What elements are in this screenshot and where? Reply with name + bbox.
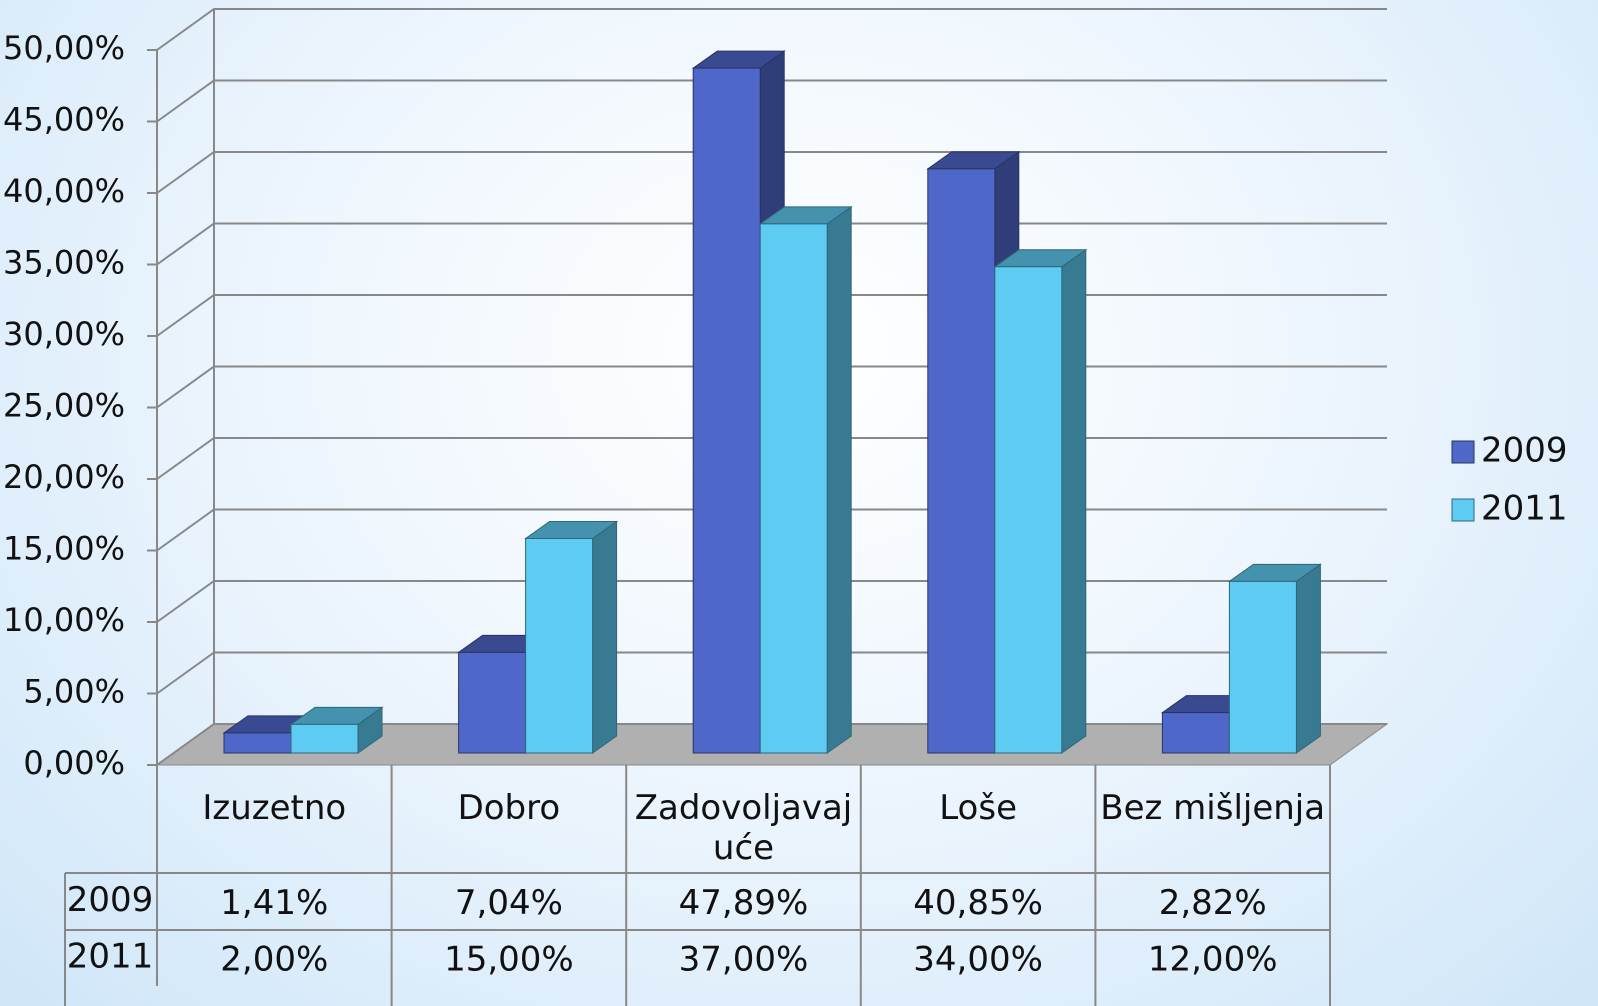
y-tick-label: 10,00%	[3, 601, 125, 639]
legend-swatch	[1451, 440, 1475, 464]
y-tick-label: 30,00%	[3, 315, 125, 353]
data-label: 15,00%	[444, 940, 574, 980]
y-tick-label: 5,00%	[23, 673, 125, 711]
bar-face	[592, 520, 618, 754]
bar-face	[927, 168, 996, 754]
y-tick-label: 35,00%	[3, 244, 125, 282]
legend-label: 2011	[1481, 489, 1568, 529]
category-label: Bez mišljenja	[1100, 788, 1326, 828]
legend-swatch	[1451, 498, 1475, 522]
category-label: Dobro	[457, 788, 561, 828]
bar-face	[826, 205, 852, 754]
data-label: 2,82%	[1159, 883, 1267, 923]
category-label: Izuzetno	[202, 788, 347, 828]
y-tick-label: 45,00%	[3, 101, 125, 139]
y-tick-label: 0,00%	[23, 744, 125, 782]
bar-face	[1161, 712, 1230, 754]
data-label: 34,00%	[913, 940, 1043, 980]
table-row-label: 2009	[67, 880, 154, 920]
grid-line	[156, 8, 1387, 51]
table-row-label: 2011	[67, 937, 154, 977]
bar-face	[994, 266, 1063, 754]
data-label: 12,00%	[1148, 940, 1278, 980]
y-tick-label: 40,00%	[3, 172, 125, 210]
bar-face	[290, 723, 359, 754]
data-label: 2,00%	[220, 940, 328, 980]
bar	[289, 706, 384, 754]
data-label: 7,04%	[455, 883, 563, 923]
y-tick-label: 15,00%	[3, 530, 125, 568]
bar-face	[1228, 580, 1297, 754]
bar-face	[1295, 563, 1321, 754]
category-label: Zadovoljavajuće	[634, 788, 853, 868]
data-label: 37,00%	[679, 940, 809, 980]
legend-label: 2009	[1481, 431, 1568, 471]
grid-line	[156, 79, 1387, 123]
y-tick-label: 20,00%	[3, 458, 125, 496]
bar-face	[692, 67, 761, 754]
bar-face	[223, 732, 292, 754]
bar	[524, 520, 619, 754]
bar-face	[759, 223, 828, 754]
bar	[1227, 563, 1322, 754]
y-tick-label: 25,00%	[3, 387, 125, 425]
data-label: 1,41%	[220, 883, 328, 923]
bar	[993, 248, 1088, 754]
data-label: 47,89%	[679, 883, 809, 923]
bar-face	[458, 651, 527, 754]
bar-face	[1061, 248, 1087, 754]
y-tick-label: 50,00%	[3, 29, 125, 67]
data-label: 40,85%	[913, 883, 1043, 923]
bar-face	[525, 538, 594, 754]
category-label: Loše	[939, 788, 1017, 828]
bar	[758, 205, 853, 754]
